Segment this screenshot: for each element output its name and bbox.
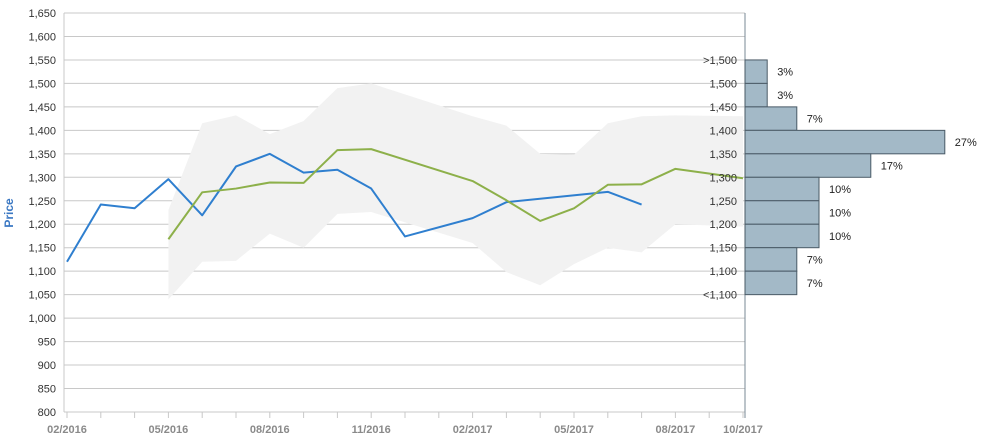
- histogram-bar: [744, 223, 820, 249]
- histogram-percent-label: 7%: [807, 278, 823, 290]
- y-axis-title: Price: [2, 198, 16, 228]
- histogram-percent-label: 3%: [777, 67, 793, 79]
- x-tick-label: 02/2017: [453, 424, 493, 436]
- price-range-area: [168, 83, 743, 300]
- histogram-percent-label: 10%: [829, 208, 851, 220]
- histogram-bar: [744, 200, 820, 225]
- x-tick-label: 10/2017: [723, 424, 763, 436]
- price-distribution-histogram: 3% >1,500 3% 1,500 7% 1,450 27% 1,400 17% 1,350 10…: [703, 55, 977, 302]
- y-tick-label: 1,450: [28, 102, 56, 114]
- histogram-bar: [744, 106, 798, 131]
- x-tick-label: 08/2016: [250, 424, 290, 436]
- y-tick-label: 800: [38, 407, 56, 419]
- histogram-percent-label: 7%: [807, 254, 823, 266]
- y-tick-label: 1,350: [28, 149, 56, 161]
- histogram-bin-label: >1,500: [703, 55, 737, 67]
- price-range-band: [168, 83, 743, 300]
- histogram-bin-label: 1,450: [709, 102, 737, 114]
- y-tick-label: 1,000: [28, 313, 56, 325]
- histogram-bin-label: 1,300: [709, 172, 737, 184]
- y-tick-label: 1,100: [28, 266, 56, 278]
- histogram-bar: [744, 270, 798, 296]
- x-tick-label: 11/2016: [352, 424, 391, 436]
- x-tick-label: 08/2017: [656, 424, 696, 436]
- histogram-bar: [744, 129, 946, 155]
- histogram-bar: [744, 59, 768, 84]
- histogram-percent-label: 7%: [807, 114, 823, 126]
- x-tick-label: 05/2016: [149, 424, 189, 436]
- y-tick-label: 1,500: [28, 78, 56, 90]
- histogram-bar: [744, 176, 820, 202]
- y-tick-label: 850: [38, 384, 56, 396]
- x-tick-label: 05/2017: [554, 424, 594, 436]
- y-tick-label: 1,200: [28, 219, 56, 231]
- histogram-bin-label: 1,500: [709, 78, 737, 90]
- x-tick-label: 02/2016: [47, 424, 87, 436]
- histogram-bin-label: 1,350: [709, 149, 737, 161]
- histogram-bin-label: 1,250: [709, 196, 737, 208]
- series-lines: [66, 148, 744, 263]
- histogram-bin-label: 1,200: [709, 219, 737, 231]
- y-tick-label: 950: [38, 337, 56, 349]
- y-tick-label: 1,400: [28, 125, 56, 137]
- histogram-bin-label: 1,150: [709, 243, 737, 255]
- histogram-bar: [744, 82, 768, 108]
- axes: 800 850 900 950 1,000 1,050 1,100 1,150 1,200 1,2…: [28, 8, 762, 436]
- y-tick-label: 1,650: [28, 8, 56, 20]
- y-tick-label: 900: [38, 360, 56, 372]
- histogram-bin-label: <1,100: [703, 290, 737, 302]
- histogram-percent-label: 17%: [881, 161, 903, 173]
- y-tick-label: 1,300: [28, 172, 56, 184]
- histogram-percent-label: 3%: [777, 90, 793, 102]
- series-line-2: [167, 148, 744, 240]
- histogram-percent-label: 10%: [829, 231, 851, 243]
- histogram-bin-label: 1,400: [709, 125, 737, 137]
- histogram-bar: [744, 247, 798, 272]
- histogram-percent-label: 27%: [955, 137, 977, 149]
- histogram-bar: [744, 153, 872, 178]
- y-tick-label: 1,550: [28, 55, 56, 67]
- y-tick-label: 1,250: [28, 196, 56, 208]
- y-tick-label: 1,150: [28, 243, 56, 255]
- y-tick-label: 1,050: [28, 290, 56, 302]
- histogram-percent-label: 10%: [829, 184, 851, 196]
- y-tick-label: 1,600: [28, 31, 56, 43]
- series-line-1: [66, 152, 642, 263]
- histogram-bin-label: 1,100: [709, 266, 737, 278]
